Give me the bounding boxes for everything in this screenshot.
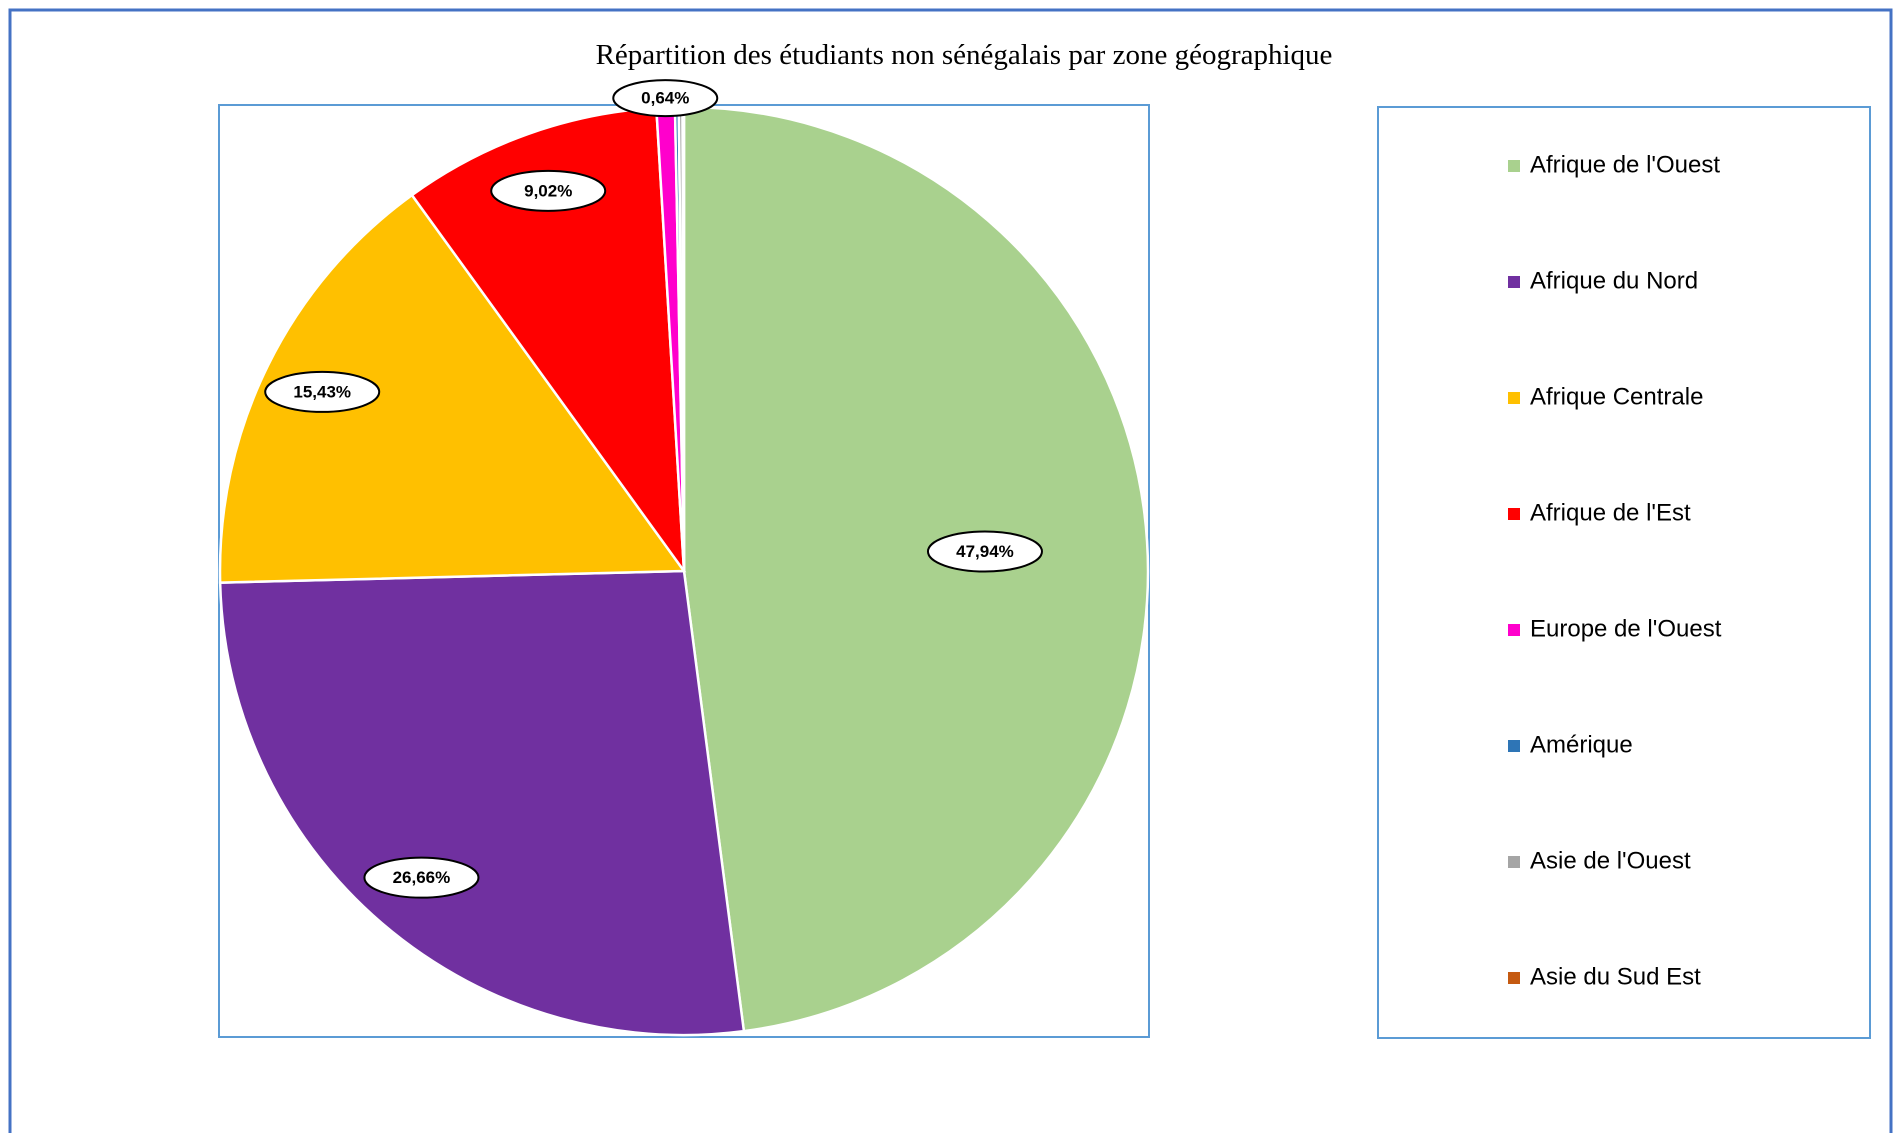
legend-marker xyxy=(1508,740,1520,752)
data-label-bubble xyxy=(490,169,607,212)
frame xyxy=(8,8,1893,1133)
legend-marker xyxy=(1508,972,1520,984)
legend-label: Europe de l'Ouest xyxy=(1530,615,1722,642)
pie-slice xyxy=(218,193,687,584)
pie-slice xyxy=(682,105,1150,1033)
data-label-bubble xyxy=(264,370,381,413)
pie-slice xyxy=(218,569,746,1037)
legend-label: Afrique de l'Ouest xyxy=(1530,151,1720,178)
legend-label: Afrique du Nord xyxy=(1530,267,1698,294)
data-label: 9,02% xyxy=(524,181,572,200)
data-label: 0,64% xyxy=(641,89,689,108)
data-label-bubble xyxy=(926,530,1043,573)
data-label: 15,43% xyxy=(293,382,351,401)
pie-slice xyxy=(681,105,686,572)
legend-label: Amérique xyxy=(1530,731,1633,758)
legend-marker xyxy=(1508,856,1520,868)
legend-label: Asie du Sud Est xyxy=(1530,963,1701,990)
legend-marker xyxy=(1508,392,1520,404)
chart-title: Répartition des étudiants non sénégalais… xyxy=(596,39,1333,71)
legend-label: Afrique Centrale xyxy=(1530,383,1703,410)
legend-label: Afrique de l'Est xyxy=(1530,499,1691,526)
data-label: 26,66% xyxy=(393,868,451,887)
legend-marker xyxy=(1508,624,1520,636)
data-label: 47,94% xyxy=(956,542,1014,561)
legend-marker xyxy=(1508,508,1520,520)
data-label-bubble xyxy=(612,79,719,118)
legend-label: Asie de l'Ouest xyxy=(1530,847,1691,874)
legend-box xyxy=(1377,106,1871,1039)
data-label-bubble xyxy=(363,856,480,899)
legend-marker xyxy=(1508,276,1520,288)
legend-marker xyxy=(1508,160,1520,172)
